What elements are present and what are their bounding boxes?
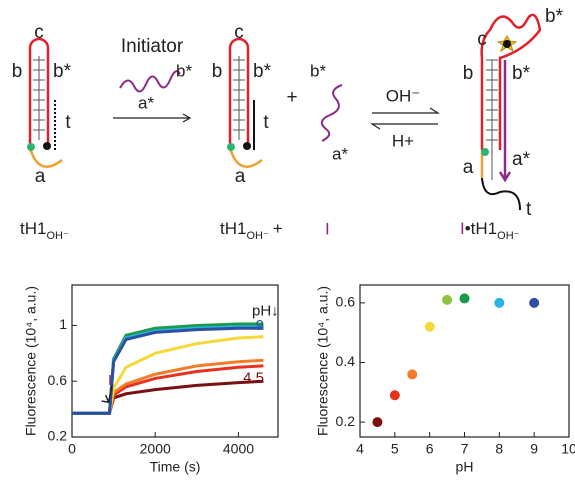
loop (28, 147, 63, 168)
label: Initiator (121, 36, 184, 57)
label: b (463, 63, 474, 84)
label: a* (512, 149, 531, 170)
label: b* (512, 63, 531, 84)
x-tick-label: 5 (391, 441, 399, 457)
label: t (65, 112, 71, 133)
label: H+ (392, 131, 414, 150)
y-axis-label: Fluorescence (10⁴, a.u.) (23, 286, 39, 436)
x-tick-label: 8 (495, 441, 503, 457)
label: b (212, 61, 223, 82)
point (389, 390, 400, 401)
stem (486, 59, 498, 180)
y-tick-label: 0.6 (48, 372, 68, 388)
label: b* (310, 61, 326, 80)
plot-frame (71, 284, 279, 438)
label: b* (176, 61, 192, 80)
point (529, 297, 540, 308)
fluorophore (27, 143, 35, 151)
label: + (286, 87, 297, 108)
fluorophore (227, 143, 235, 151)
annotation: 9 (256, 317, 264, 334)
initiator (320, 84, 343, 142)
diagram: c b b* t a Initiator b* a* c b b* t a + … (12, 6, 564, 242)
annotation: I (108, 372, 112, 389)
x-axis-label: Time (s) (150, 459, 201, 475)
x-axis-label: pH (456, 459, 474, 475)
initiator (498, 60, 512, 183)
annotation: pH↓ (252, 302, 279, 319)
species: tH1OH⁻ (20, 219, 69, 241)
quencher (503, 40, 511, 48)
label: a (235, 166, 246, 187)
hairpin-strand (228, 37, 250, 148)
label: a (463, 157, 474, 178)
x-tick-label: 6 (426, 441, 434, 457)
x-tick-label: 0 (68, 441, 76, 457)
y-tick-label: 0.2 (336, 413, 356, 429)
label: b* (53, 61, 72, 82)
x-tick-label: 4 (356, 441, 364, 457)
initiator (119, 70, 181, 93)
species: I•tH1OH⁻ (460, 219, 520, 241)
point (372, 417, 383, 428)
label: b* (545, 6, 564, 27)
hairpin-strand (480, 13, 542, 150)
y-tick-label: 0.2 (48, 428, 68, 444)
y-axis-label: Fluorescence (10⁴, a.u.) (315, 286, 331, 436)
plot-frame (359, 284, 570, 438)
label: a* (138, 93, 154, 112)
x-tick-label: 7 (461, 441, 469, 457)
x-tick-label: 10 (561, 441, 575, 457)
arrow (113, 113, 192, 123)
annotation-arrow (101, 385, 113, 404)
loop (228, 147, 263, 168)
x-tick-label: 9 (530, 441, 538, 457)
y-tick-label: 0.4 (336, 353, 356, 369)
point (494, 297, 505, 308)
label: OH⁻ (386, 86, 420, 105)
fluorophore (481, 148, 489, 156)
y-tick-label: 0.6 (336, 294, 356, 310)
label: a* (332, 144, 348, 163)
point (407, 369, 418, 380)
arrow (369, 107, 441, 130)
hairpin-strand (28, 37, 50, 148)
x-tick-label: 2000 (140, 441, 171, 457)
stem (33, 56, 45, 140)
y-tick-label: 1 (59, 316, 67, 332)
label: t (526, 199, 532, 220)
point (459, 293, 470, 304)
x-tick-label: 4000 (223, 441, 254, 457)
label: c (34, 22, 44, 43)
quencher (243, 142, 251, 150)
label: c (477, 29, 487, 50)
point (442, 294, 453, 305)
species: tH1OH⁻ + (220, 219, 283, 241)
label: t (263, 112, 269, 133)
species: I (325, 219, 330, 238)
toehold (481, 150, 521, 211)
stem (233, 56, 245, 140)
point (424, 321, 435, 332)
annotation: 4.5 (243, 369, 264, 386)
trace (72, 379, 264, 415)
quencher (43, 142, 51, 150)
label: c (234, 22, 244, 43)
label: b (12, 61, 23, 82)
trace (72, 326, 264, 415)
label: a (35, 166, 46, 187)
label: b* (253, 61, 272, 82)
